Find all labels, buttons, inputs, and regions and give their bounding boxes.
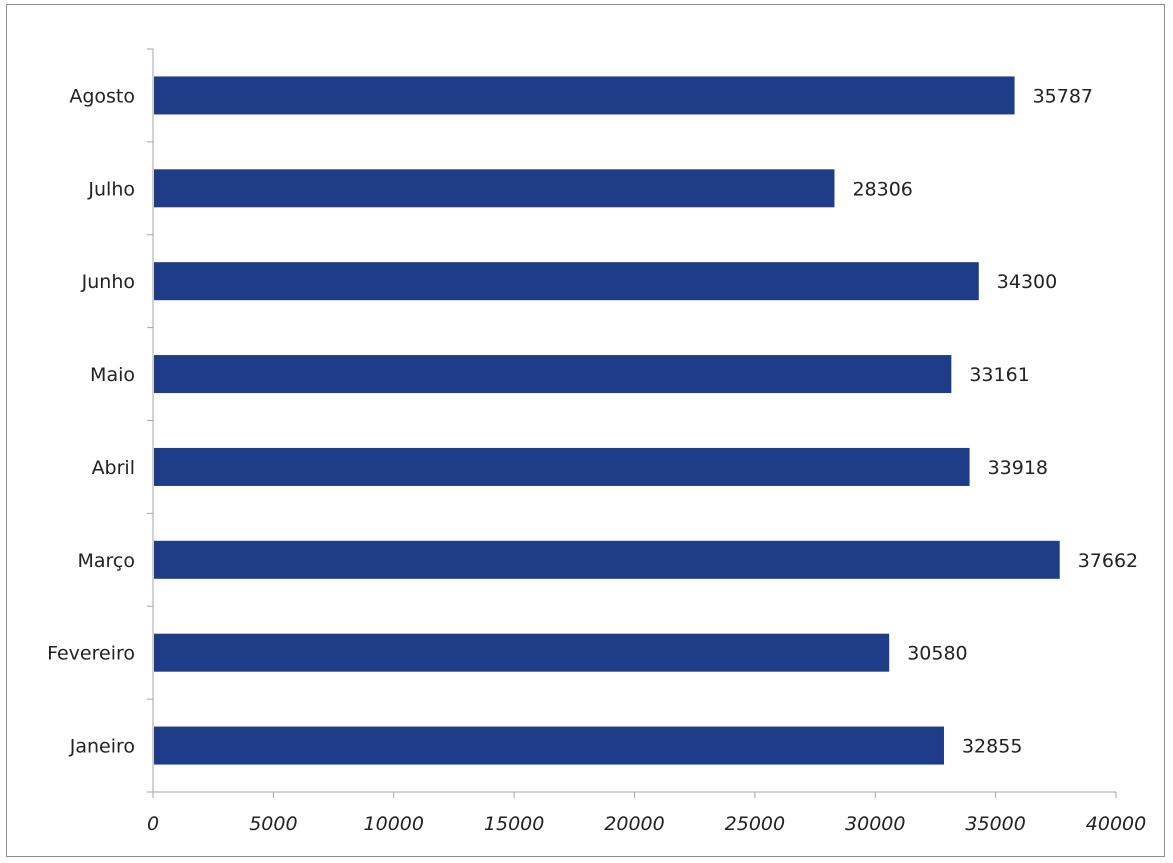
x-tick-labels: 0 5000 10000 15000 20000 25000 30000 35000 40000 [147,813,1146,835]
x-tick-label: 10000 [364,813,424,835]
category-label: Fevereiro [47,643,135,665]
bar-fevereiro [154,633,890,672]
bar-junho [154,262,979,301]
category-label: Abril [92,457,135,479]
x-axis-ticks [152,792,1117,798]
x-tick-label: 25000 [725,813,785,835]
bars-group [154,76,1060,765]
bar-abril [154,447,970,486]
bar-mar-o [154,540,1060,579]
category-labels: Janeiro Fevereiro Março Abril Maio Junho Julho… [47,85,135,757]
data-label: 28306 [852,178,912,200]
data-label: 37662 [1078,550,1138,572]
bar-julho [154,169,835,208]
x-tick-label: 35000 [965,813,1025,835]
chart-frame: Janeiro Fevereiro Março Abril Maio Junho Julho… [6,4,1165,857]
bar-maio [154,355,952,394]
category-label: Junho [81,271,135,293]
x-tick-label: 5000 [249,813,297,835]
data-labels: 32855 30580 37662 33918 33161 34300 28306 35787 [852,85,1138,757]
x-tick-label: 0 [147,813,159,835]
data-label: 30580 [907,643,967,665]
bar-janeiro [154,726,944,765]
category-label: Março [77,550,135,572]
category-label: Maio [90,364,135,386]
category-label: Janeiro [69,736,135,758]
data-label: 35787 [1033,85,1093,107]
bar-agosto [154,76,1015,115]
x-tick-label: 40000 [1086,813,1146,835]
x-tick-label: 30000 [845,813,905,835]
category-label: Agosto [69,85,135,107]
y-axis-ticks [147,48,153,793]
chart-axes [152,49,1116,793]
data-label: 32855 [962,736,1022,758]
data-label: 33918 [988,457,1048,479]
data-label: 34300 [997,271,1057,293]
category-label: Julho [87,178,135,200]
x-tick-label: 15000 [484,813,544,835]
data-label: 33161 [969,364,1029,386]
bar-chart: Janeiro Fevereiro Março Abril Maio Junho Julho… [47,48,1146,835]
x-tick-label: 20000 [604,813,664,835]
